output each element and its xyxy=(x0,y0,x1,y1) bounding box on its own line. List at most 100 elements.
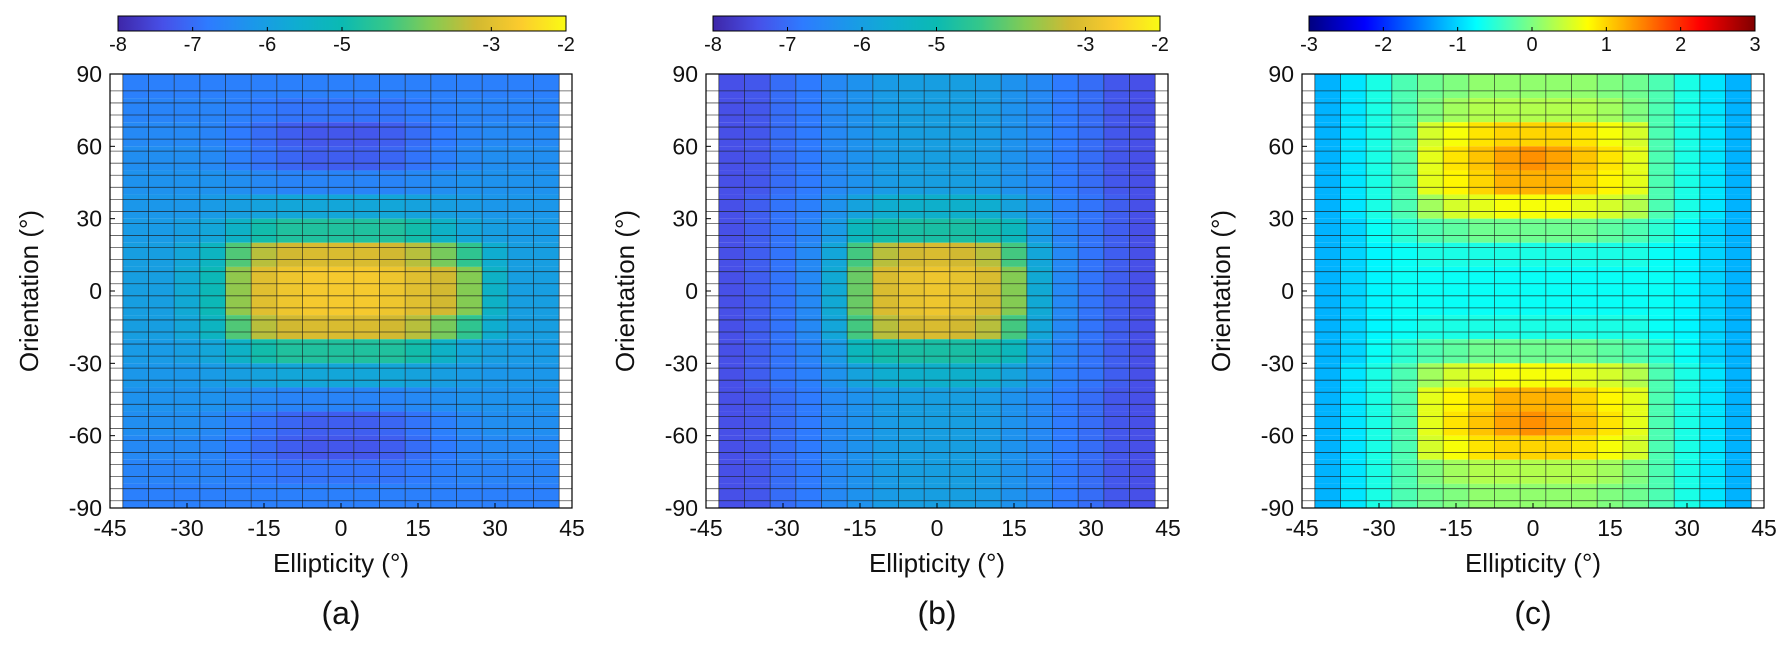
heatmap-cell xyxy=(821,363,848,388)
heatmap-cell xyxy=(744,435,771,460)
heatmap-cell xyxy=(1725,122,1752,147)
heatmap-cell xyxy=(1725,291,1752,316)
heatmap-cell xyxy=(122,339,149,364)
heatmap-cell xyxy=(328,291,354,316)
heatmap-cell xyxy=(533,242,560,267)
heatmap-cell xyxy=(1443,339,1469,364)
heatmap-cell xyxy=(1622,98,1649,123)
heatmap-cell xyxy=(847,170,873,195)
heatmap-cell xyxy=(174,146,200,171)
heatmap-cell xyxy=(405,435,431,460)
heatmap-cell xyxy=(302,266,329,291)
heatmap-cell xyxy=(1078,146,1104,171)
heatmap-cell xyxy=(1366,315,1392,340)
heatmap-cell xyxy=(353,218,380,243)
heatmap-cell xyxy=(1052,387,1079,412)
heatmap-cell xyxy=(1417,315,1444,340)
heatmap-cell xyxy=(1443,242,1469,267)
heatmap-cell xyxy=(199,459,226,484)
heatmap-cell xyxy=(1648,363,1675,388)
heatmap-cell xyxy=(379,266,406,291)
heatmap-cell xyxy=(174,291,200,316)
heatmap-cell xyxy=(1571,435,1598,460)
heatmap-cell xyxy=(770,194,796,219)
x-tick-label: -30 xyxy=(766,515,799,541)
y-tick-label: 90 xyxy=(76,61,102,87)
heatmap-cell xyxy=(482,387,508,412)
heatmap-cell xyxy=(1725,146,1752,171)
heatmap-cell xyxy=(1520,387,1546,412)
heatmap-cell xyxy=(1052,339,1079,364)
heatmap-cell xyxy=(507,339,534,364)
heatmap-cell xyxy=(1725,411,1752,436)
heatmap-cell xyxy=(302,291,329,316)
heatmap-cell xyxy=(482,242,508,267)
heatmap-cell xyxy=(795,339,822,364)
heatmap-cell xyxy=(1545,146,1572,171)
heatmap-cell xyxy=(770,242,796,267)
heatmap-cell xyxy=(872,339,899,364)
heatmap-cell xyxy=(199,411,226,436)
colorbar-tick-label: -6 xyxy=(853,34,871,56)
heatmap-cell xyxy=(1417,266,1444,291)
heatmap-cell xyxy=(276,387,303,412)
heatmap-cell xyxy=(872,363,899,388)
heatmap-cell xyxy=(456,146,483,171)
heatmap-cell xyxy=(1366,339,1392,364)
heatmap-cell xyxy=(1494,194,1521,219)
heatmap-cell xyxy=(1078,122,1104,147)
heatmap-cell xyxy=(898,411,925,436)
heatmap-cell xyxy=(1725,266,1752,291)
heatmap-cell xyxy=(1052,291,1079,316)
heatmap-cell xyxy=(1340,242,1367,267)
heatmap-cell xyxy=(949,194,976,219)
heatmap-cell xyxy=(482,411,508,436)
heatmap-cell xyxy=(533,146,560,171)
heatmap-cell xyxy=(1001,291,1027,316)
heatmap-cell xyxy=(533,218,560,243)
heatmap-cell xyxy=(949,218,976,243)
heatmap-cell xyxy=(1494,411,1521,436)
heatmap-cell xyxy=(1648,291,1675,316)
heatmap-cell xyxy=(1468,387,1495,412)
heatmap-cell xyxy=(405,315,431,340)
heatmap-cell xyxy=(302,435,329,460)
heatmap-cell xyxy=(1545,194,1572,219)
heatmap-cell xyxy=(174,387,200,412)
heatmap-cell xyxy=(379,339,406,364)
heatmap-cell xyxy=(276,170,303,195)
heatmap-cell xyxy=(1648,122,1675,147)
heatmap-cell xyxy=(1468,218,1495,243)
heatmap-cell xyxy=(1443,194,1469,219)
heatmap-cell xyxy=(302,315,329,340)
y-tick-label: -60 xyxy=(69,423,102,449)
heatmap-cell xyxy=(821,170,848,195)
heatmap-cell xyxy=(533,74,560,99)
heatmap-cell xyxy=(949,387,976,412)
heatmap-cell xyxy=(1648,74,1675,99)
y-tick-label: -30 xyxy=(665,350,698,376)
heatmap-cell xyxy=(770,363,796,388)
heatmap-cell xyxy=(1443,411,1469,436)
heatmap-cell xyxy=(1597,266,1623,291)
heatmap-cell xyxy=(1103,435,1130,460)
heatmap-cell xyxy=(379,218,406,243)
heatmap-cell xyxy=(148,411,175,436)
heatmap-cell xyxy=(122,363,149,388)
heatmap-cell xyxy=(1026,459,1053,484)
heatmap-cell xyxy=(122,459,149,484)
heatmap-cell xyxy=(1417,411,1444,436)
heatmap-cell xyxy=(1520,74,1546,99)
heatmap-cell xyxy=(847,339,873,364)
heatmap-cell xyxy=(744,339,771,364)
heatmap-cell xyxy=(949,74,976,99)
x-tick-label: -15 xyxy=(843,515,876,541)
heatmap-cell xyxy=(1366,459,1392,484)
heatmap-cell xyxy=(1417,387,1444,412)
heatmap-cell xyxy=(1545,411,1572,436)
heatmap-cell xyxy=(1520,363,1546,388)
heatmap-cell xyxy=(174,363,200,388)
heatmap-cell xyxy=(174,98,200,123)
heatmap-cell xyxy=(949,146,976,171)
